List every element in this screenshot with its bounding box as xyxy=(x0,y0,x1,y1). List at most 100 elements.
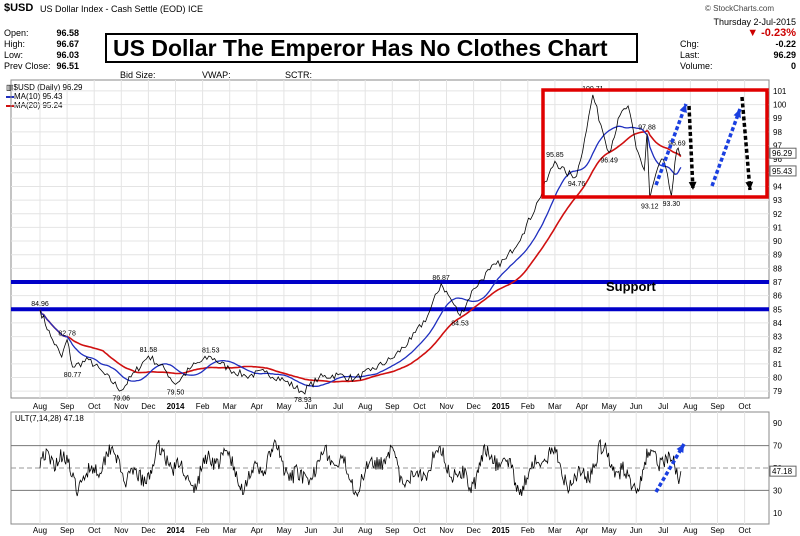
x-tick-label: 2014 xyxy=(167,402,185,411)
price-annotation: 80.77 xyxy=(64,372,82,379)
legend-ma20: MA(20) 95.24 xyxy=(6,101,82,110)
down-arrow-shaft xyxy=(687,105,695,191)
price-annotation: 78.93 xyxy=(294,397,312,404)
stat-left-row: Prev Close: 96.51 xyxy=(4,61,79,72)
price-annotation: 79.50 xyxy=(167,389,185,396)
y-tick-label: 98 xyxy=(773,128,782,137)
y-tick-label: 82 xyxy=(773,346,782,355)
x-tick-label: Mar xyxy=(223,402,237,411)
price-annotation: 94.76 xyxy=(568,181,586,188)
price-line xyxy=(39,94,682,395)
osc-y-tick-label: 70 xyxy=(773,442,782,451)
price-annotation: 96.49 xyxy=(600,157,618,164)
stat-right-label: Volume: xyxy=(680,61,713,71)
x-tick-label: Oct xyxy=(88,526,101,535)
x-tick-label: Sep xyxy=(710,526,725,535)
x-tick-label: Dec xyxy=(466,526,480,535)
y-tick-label: 94 xyxy=(773,182,782,191)
sctr: SCTR: xyxy=(285,70,312,80)
description: US Dollar Index - Cash Settle (EOD) xyxy=(40,4,186,14)
down-arrow-head xyxy=(745,181,754,190)
price-annotation: 97.88 xyxy=(638,125,656,132)
y-tick-label: 90 xyxy=(773,237,782,246)
last-value-label: 95.43 xyxy=(772,167,793,176)
down-arrow-shaft xyxy=(740,96,752,191)
y-tick-label: 97 xyxy=(773,142,782,151)
x-tick-label: Aug xyxy=(683,526,697,535)
y-tick-label: 89 xyxy=(773,251,782,260)
x-tick-label: Aug xyxy=(683,402,697,411)
price-annotation: 86.87 xyxy=(432,275,450,282)
y-tick-label: 92 xyxy=(773,210,782,219)
price-annotation: 96.69 xyxy=(668,141,686,148)
x-tick-label: Jul xyxy=(658,402,668,411)
stat-right-value: -0.22 xyxy=(775,39,796,49)
legend-price: ▥$USD (Daily) 96.29 xyxy=(6,83,83,92)
x-tick-label: Sep xyxy=(385,402,400,411)
x-tick-label: Aug xyxy=(358,526,372,535)
y-tick-label: 96 xyxy=(773,155,782,164)
up-arrow xyxy=(710,108,742,187)
x-tick-label: Jul xyxy=(333,402,343,411)
stats-right: Thursday 2-Jul-2015 ▼ -0.23% Chg: -0.22 La… xyxy=(680,17,796,72)
y-tick-label: 83 xyxy=(773,333,782,342)
stat-left-value: 96.51 xyxy=(56,61,79,71)
price-annotation: 93.30 xyxy=(663,201,681,208)
up-arrow-shaft xyxy=(710,108,742,187)
x-tick-label: Dec xyxy=(141,402,155,411)
pct-change: ▼ -0.23% xyxy=(747,27,796,39)
ult-line xyxy=(39,438,682,498)
x-tick-label: Dec xyxy=(141,526,155,535)
price-annotation: 95.85 xyxy=(546,152,564,159)
date: Thursday 2-Jul-2015 xyxy=(713,17,796,27)
symbol: $USD xyxy=(4,2,34,14)
x-tick-label: Apr xyxy=(576,402,589,411)
y-tick-label: 88 xyxy=(773,264,782,273)
price-annotation: 84.53 xyxy=(451,321,469,328)
up-arrow-head xyxy=(733,109,741,118)
osc-y-tick-label: 90 xyxy=(773,419,782,428)
x-tick-label: Nov xyxy=(439,402,453,411)
up-arrow-shaft xyxy=(654,103,688,186)
osc-legend: ULT(7,14,28) 47.18 xyxy=(15,414,84,423)
x-tick-label: Mar xyxy=(223,526,237,535)
x-tick-label: May xyxy=(276,402,291,411)
y-tick-label: 81 xyxy=(773,360,782,369)
stat-left-label: Prev Close: xyxy=(4,61,51,71)
osc-up-arrow-head xyxy=(676,444,684,453)
stat-left-row: Low: 96.03 xyxy=(4,50,79,61)
stat-left-value: 96.58 xyxy=(56,28,79,38)
stat-left-row: Open: 96.58 xyxy=(4,28,79,39)
x-tick-label: Dec xyxy=(466,402,480,411)
stat-right-row: Last: 96.29 xyxy=(680,50,796,61)
stat-right-value: 0 xyxy=(790,61,796,71)
x-tick-label: May xyxy=(276,526,291,535)
x-tick-label: Oct xyxy=(413,526,426,535)
y-tick-label: 85 xyxy=(773,305,782,314)
bid-size: Bid Size: xyxy=(120,70,156,80)
x-tick-label: Apr xyxy=(251,402,264,411)
y-tick-label: 100 xyxy=(773,101,787,110)
x-tick-label: Aug xyxy=(33,526,47,535)
x-tick-label: Sep xyxy=(60,526,75,535)
x-tick-label: Feb xyxy=(521,526,535,535)
x-tick-label: Oct xyxy=(413,402,426,411)
down-arrow xyxy=(740,96,754,191)
x-tick-label: Jul xyxy=(333,526,343,535)
support-label: Support xyxy=(606,279,656,294)
stat-right-row: Chg: -0.22 xyxy=(680,39,796,50)
x-tick-label: Oct xyxy=(738,526,751,535)
price-annotation: 81.58 xyxy=(140,347,158,354)
stat-left-label: High: xyxy=(4,39,26,49)
price-panel xyxy=(10,79,770,399)
x-tick-label: Jun xyxy=(305,402,318,411)
osc-up-arrow xyxy=(654,443,686,493)
x-tick-label: Jul xyxy=(658,526,668,535)
last-value-tag xyxy=(769,147,797,159)
y-tick-label: 79 xyxy=(773,387,782,396)
copyright: © StockCharts.com xyxy=(705,4,775,13)
x-tick-label: Jun xyxy=(630,526,643,535)
legend: ▥$USD (Daily) 96.29 MA(10) 95.43 MA(20) … xyxy=(6,83,82,110)
up-arrow-head xyxy=(679,104,687,113)
y-tick-label: 101 xyxy=(773,87,787,96)
